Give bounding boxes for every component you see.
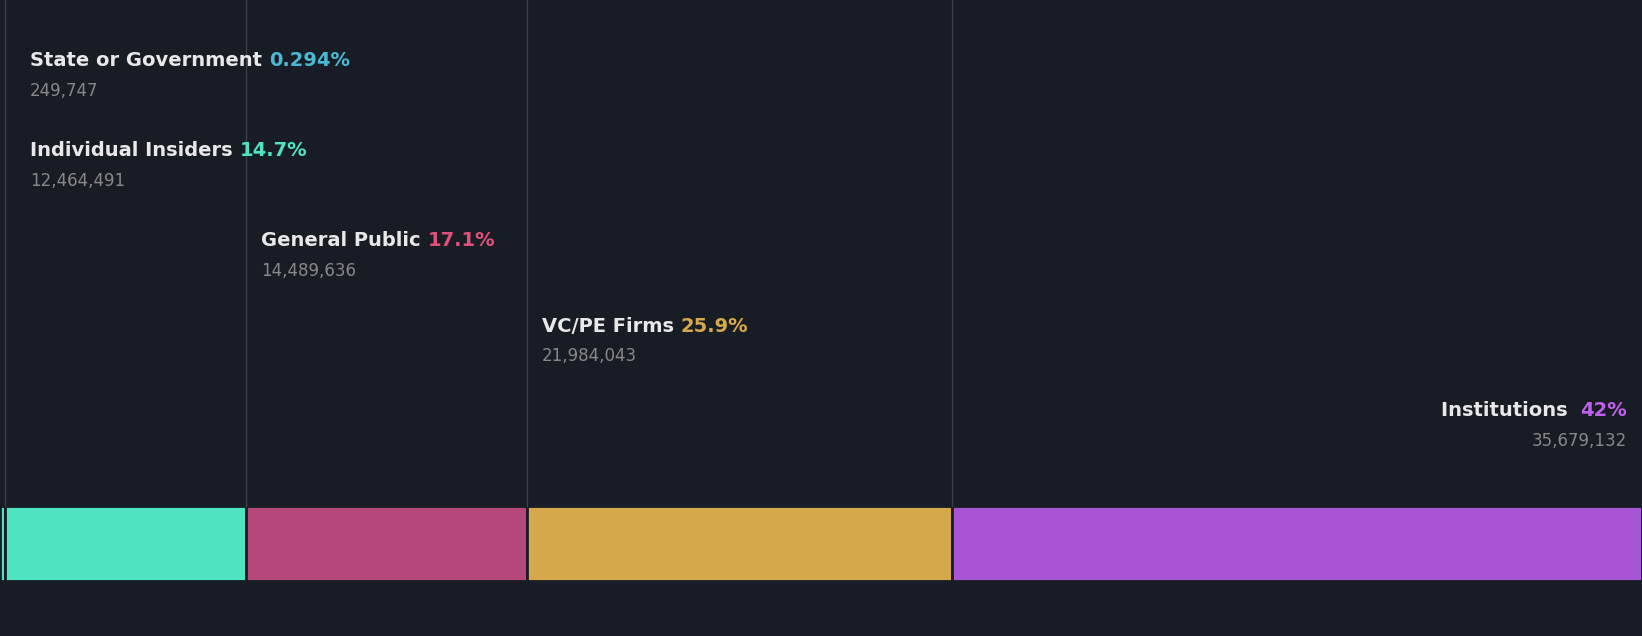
Text: 42%: 42% (1580, 401, 1627, 420)
Text: Institutions: Institutions (1440, 401, 1575, 420)
Bar (5, 506, 246, 581)
Bar (0, 506, 5, 581)
Text: 0.294%: 0.294% (269, 52, 350, 71)
Text: 249,747: 249,747 (30, 82, 99, 100)
Text: VC/PE Firms: VC/PE Firms (542, 317, 681, 336)
Text: General Public: General Public (261, 232, 427, 251)
Text: 17.1%: 17.1% (427, 232, 496, 251)
Text: 35,679,132: 35,679,132 (1532, 432, 1627, 450)
Text: 21,984,043: 21,984,043 (542, 347, 637, 365)
Bar (527, 506, 952, 581)
Text: 14,489,636: 14,489,636 (261, 262, 356, 280)
Text: 25.9%: 25.9% (681, 317, 749, 336)
Text: State or Government: State or Government (30, 52, 269, 71)
Text: 14.7%: 14.7% (240, 141, 307, 160)
Bar (246, 506, 527, 581)
Bar (952, 506, 1642, 581)
Text: Individual Insiders: Individual Insiders (30, 141, 240, 160)
Text: 12,464,491: 12,464,491 (30, 172, 125, 190)
